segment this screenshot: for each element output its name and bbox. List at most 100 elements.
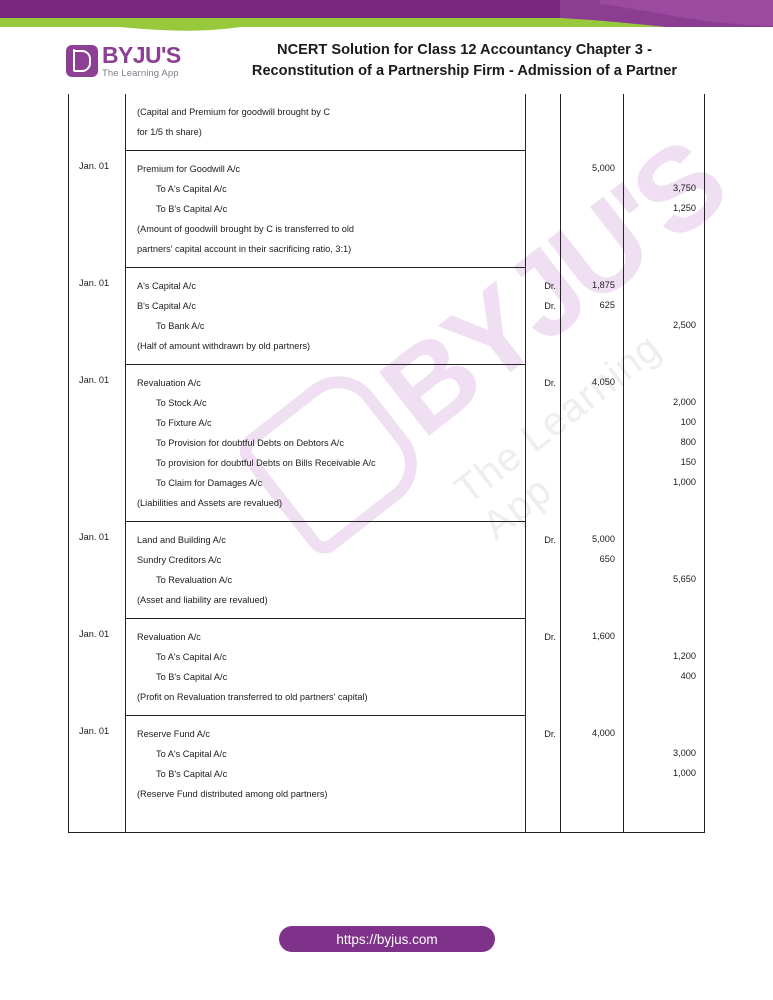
particulars-line: To Provision for doubtful Debts on Debto… (137, 433, 519, 453)
entry-particulars: Revaluation A/c Dr. To A's Capital A/c To B… (125, 618, 556, 715)
entry-dr-column (526, 94, 561, 150)
credit-amount (624, 589, 696, 609)
brand-tagline: The Learning App (102, 67, 179, 79)
credit-amount (624, 372, 696, 392)
credit-amount: 1,250 (673, 203, 696, 213)
journal-entry-row: Jan. 01 Land and Building A/c Dr. Sundry Cr… (69, 521, 704, 618)
debit-amount (561, 666, 615, 686)
entry-particulars: Revaluation A/c Dr. To Stock A/c To Fixture… (125, 364, 556, 521)
debit-amount (561, 102, 615, 122)
particulars-line: (Reserve Fund distributed among old part… (137, 784, 519, 804)
particulars-line: To provision for doubtful Debts on Bills… (137, 453, 519, 473)
debit-amount (561, 492, 615, 512)
particulars-line: partners' capital account in their sacri… (137, 239, 519, 259)
debit-amount (561, 432, 615, 452)
credit-amount (624, 238, 696, 258)
entry-date: Jan. 01 (79, 532, 110, 542)
credit-amount (624, 158, 696, 178)
debit-amount: 4,000 (592, 728, 615, 738)
byjus-b-icon (66, 45, 98, 77)
particulars-line: Reserve Fund A/c Dr. (137, 724, 556, 744)
credit-amount: 3,000 (673, 748, 696, 758)
debit-amount (561, 178, 615, 198)
particulars-text: (Asset and liability are revalued) (137, 595, 268, 605)
particulars-text: for 1/5 th share) (137, 127, 202, 137)
debit-amount (561, 238, 615, 258)
particulars-line: To A's Capital A/c (137, 179, 519, 199)
particulars-line: To A's Capital A/c (137, 744, 519, 764)
debit-marker: Dr. (544, 378, 556, 388)
particulars-line: for 1/5 th share) (137, 122, 519, 142)
credit-amount (624, 686, 696, 706)
particulars-text: Revaluation A/c (137, 378, 201, 388)
byjus-url-button[interactable]: https://byjus.com (279, 926, 495, 952)
debit-amount: 625 (599, 300, 615, 310)
debit-amount (561, 472, 615, 492)
credit-amount: 1,200 (673, 651, 696, 661)
particulars-text: To A's Capital A/c (156, 749, 227, 759)
particulars-text: To Claim for Damages A/c (156, 478, 263, 488)
entry-particulars: Premium for Goodwill A/c To A's Capital A… (125, 150, 526, 267)
entry-dr-column (526, 364, 561, 521)
particulars-line: (Profit on Revaluation transferred to ol… (137, 687, 519, 707)
entry-debit-amount-column: 1,875 625 (561, 267, 624, 364)
page-title: NCERT Solution for Class 12 Accountancy … (160, 40, 773, 82)
credit-amount (624, 335, 696, 355)
credit-amount (624, 803, 696, 823)
credit-amount (624, 295, 696, 315)
entry-debit-amount-column: 5,000 (561, 150, 624, 267)
entry-dr-column (526, 521, 561, 618)
particulars-line: To Revaluation A/c (137, 570, 519, 590)
entry-particulars: A's Capital A/c Dr. B's Capital A/c Dr. To B… (125, 267, 556, 364)
entry-debit-amount-column (561, 94, 624, 150)
journal-entry-row: Jan. 01 Premium for Goodwill A/c To A's Ca… (69, 150, 704, 267)
entry-date: Jan. 01 (79, 278, 110, 288)
particulars-text: To A's Capital A/c (156, 184, 227, 194)
particulars-text: To B's Capital A/c (156, 672, 228, 682)
debit-marker: Dr. (544, 632, 556, 642)
debit-amount (561, 763, 615, 783)
credit-amount: 100 (680, 417, 696, 427)
entry-dr-column (526, 618, 561, 715)
debit-amount (561, 198, 615, 218)
debit-amount: 5,000 (592, 163, 615, 173)
entry-dr-column (526, 715, 561, 832)
banner-white-mask (0, 27, 773, 40)
credit-amount: 1,000 (673, 477, 696, 487)
journal-entry-row: Jan. 01 Revaluation A/c Dr. To Stock A/c To … (69, 364, 704, 521)
debit-marker: Dr. (544, 729, 556, 739)
debit-marker: Dr. (544, 301, 556, 311)
particulars-text: (Profit on Revaluation transferred to ol… (137, 692, 368, 702)
entry-debit-amount-column: 4,000 (561, 715, 624, 832)
particulars-line: To B's Capital A/c (137, 199, 519, 219)
particulars-line: (Liabilities and Assets are revalued) (137, 493, 519, 513)
debit-marker: Dr. (544, 281, 556, 291)
particulars-text: (Reserve Fund distributed among old part… (137, 789, 328, 799)
credit-amount (624, 723, 696, 743)
credit-amount: 150 (680, 457, 696, 467)
particulars-line: Premium for Goodwill A/c (137, 159, 519, 179)
journal-entries-table: (Capital and Premium for goodwill brough… (68, 94, 705, 833)
particulars-line: To Claim for Damages A/c (137, 473, 519, 493)
entry-credit-amount-column: 2,000 100 800 150 1,000 (624, 364, 705, 521)
entry-particulars: (Capital and Premium for goodwill brough… (125, 94, 526, 150)
particulars-line: To Fixture A/c (137, 413, 519, 433)
particulars-text: To Revaluation A/c (156, 575, 233, 585)
credit-amount (624, 122, 696, 142)
top-banner (0, 0, 773, 40)
page-header: BYJU'S The Learning App NCERT Solution f… (0, 30, 773, 92)
debit-amount: 650 (599, 554, 615, 564)
debit-amount (561, 392, 615, 412)
particulars-text: To A's Capital A/c (156, 652, 227, 662)
credit-amount (624, 529, 696, 549)
journal-entry-row: Jan. 01 Revaluation A/c Dr. To A's Capital … (69, 618, 704, 715)
particulars-line: To Stock A/c (137, 393, 519, 413)
particulars-line: A's Capital A/c Dr. (137, 276, 556, 296)
journal-entry-row: (Capital and Premium for goodwill brough… (69, 94, 704, 150)
particulars-text: Reserve Fund A/c (137, 729, 211, 739)
particulars-text: To Bank A/c (156, 321, 205, 331)
debit-amount (561, 412, 615, 432)
particulars-line: To B's Capital A/c (137, 764, 519, 784)
entry-debit-amount-column: 5,000 650 (561, 521, 624, 618)
debit-amount: 4,050 (592, 377, 615, 387)
